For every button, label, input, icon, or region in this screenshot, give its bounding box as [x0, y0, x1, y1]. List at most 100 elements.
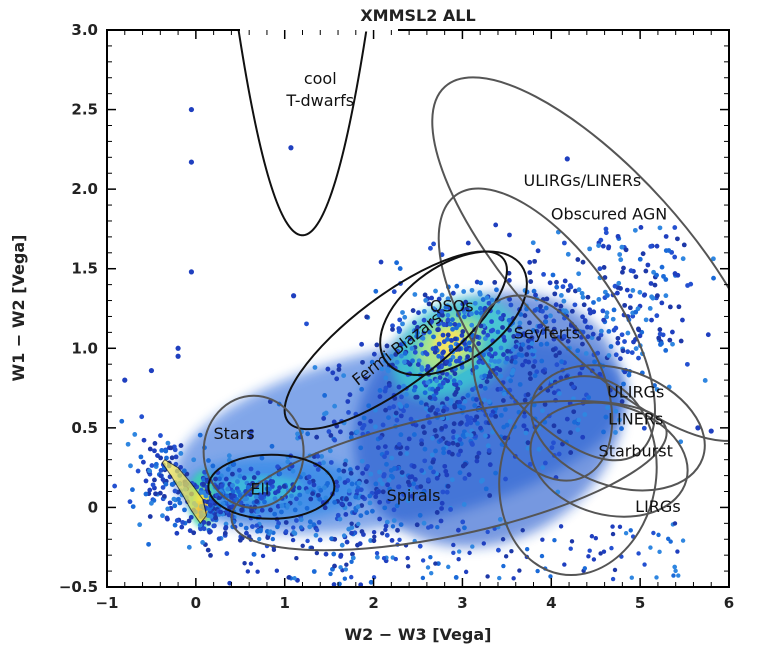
scatter-point [474, 454, 480, 460]
scatter-point [560, 284, 566, 290]
scatter-point [550, 272, 556, 278]
scatter-point [654, 575, 659, 580]
scatter-point [603, 414, 609, 420]
scatter-point [493, 414, 499, 419]
scatter-point [462, 399, 468, 404]
scatter-point [407, 336, 413, 342]
scatter-point [494, 287, 499, 293]
scatter-point [311, 482, 317, 488]
scatter-point [294, 496, 299, 502]
scatter-point [353, 494, 359, 500]
scatter-point [188, 106, 195, 113]
scatter-point [589, 534, 595, 539]
scatter-point [258, 527, 263, 532]
scatter-point [550, 347, 556, 353]
scatter-point [343, 512, 349, 517]
scatter-point [285, 502, 291, 508]
scatter-point [426, 301, 432, 307]
scatter-point [667, 304, 673, 310]
scatter-point [586, 554, 591, 559]
scatter-point [387, 486, 393, 492]
scatter-point [387, 405, 392, 411]
scatter-point [349, 521, 354, 526]
scatter-point [323, 551, 329, 557]
scatter-point [448, 400, 454, 406]
scatter-point [520, 342, 526, 348]
scatter-point [633, 309, 639, 315]
scatter-point [348, 467, 353, 472]
scatter-point [431, 334, 436, 340]
scatter-point [427, 420, 432, 425]
scatter-point [379, 366, 385, 372]
scatter-point [315, 467, 321, 472]
scatter-point [572, 419, 577, 425]
scatter-point [373, 288, 379, 294]
scatter-point [374, 342, 380, 348]
scatter-point [358, 487, 364, 493]
scatter-point [175, 353, 181, 359]
scatter-point [259, 455, 265, 461]
scatter-point [650, 295, 656, 301]
scatter-point [617, 252, 623, 257]
scatter-point [419, 468, 425, 473]
y-tick-label: −0.5 [59, 578, 98, 596]
scatter-point [315, 453, 321, 459]
scatter-point [331, 419, 337, 425]
x-tick-label: 1 [279, 594, 289, 612]
scatter-point [399, 470, 405, 475]
scatter-point [308, 496, 314, 502]
scatter-point [442, 463, 448, 469]
scatter-point [410, 308, 416, 313]
scatter-point [455, 442, 461, 448]
scatter-point [169, 481, 175, 487]
scatter-point [590, 331, 596, 337]
scatter-point [710, 256, 716, 262]
scatter-point [543, 319, 549, 325]
scatter-point [350, 551, 355, 557]
scatter-point [540, 368, 546, 374]
scatter-point [402, 314, 408, 320]
scatter-point [502, 337, 507, 343]
scatter-point [565, 251, 571, 257]
scatter-point [435, 525, 440, 530]
scatter-point [309, 545, 315, 551]
scatter-point [294, 518, 299, 523]
scatter-point [606, 353, 612, 358]
scatter-point [181, 468, 187, 474]
scatter-point [486, 351, 492, 357]
scatter-point [289, 493, 294, 499]
scatter-point [548, 313, 553, 319]
scatter-point [488, 358, 494, 363]
scatter-point [349, 574, 354, 580]
scatter-point [411, 432, 417, 437]
scatter-point [386, 415, 391, 421]
scatter-point [500, 325, 505, 330]
scatter-point [437, 375, 443, 380]
scatter-point [485, 443, 491, 449]
scatter-point [532, 359, 538, 364]
scatter-point [294, 556, 299, 561]
scatter-point [397, 266, 403, 271]
scatter-point [460, 432, 466, 438]
scatter-point [291, 293, 297, 299]
scatter-point [325, 480, 331, 486]
scatter-point [619, 426, 624, 431]
scatter-point [501, 563, 506, 569]
scatter-point [291, 525, 296, 530]
scatter-point [548, 574, 553, 579]
scatter-point [381, 473, 387, 479]
scatter-point [570, 384, 576, 390]
scatter-point [377, 499, 383, 505]
scatter-point [613, 408, 619, 414]
scatter-point [160, 477, 166, 482]
region-label: Ell [250, 480, 269, 499]
scatter-point [543, 305, 549, 311]
scatter-point [632, 227, 638, 233]
region-label: Spirals [387, 486, 441, 505]
scatter-point [456, 346, 462, 352]
scatter-point [434, 510, 440, 515]
scatter-point [132, 432, 138, 437]
scatter-point [467, 550, 472, 556]
scatter-point [409, 345, 415, 351]
scatter-point [439, 426, 445, 431]
